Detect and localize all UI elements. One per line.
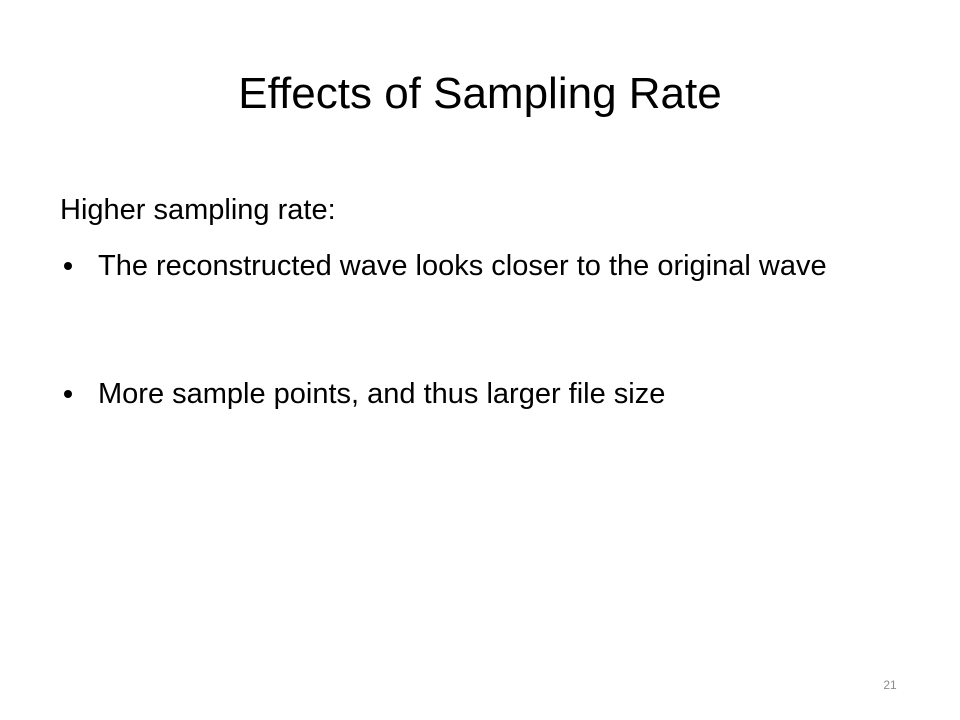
bullet-dot bbox=[64, 390, 72, 398]
bullet-text: More sample points, and thus larger file… bbox=[98, 378, 666, 410]
bullet-dot bbox=[64, 262, 72, 270]
slide-number: 21 bbox=[883, 678, 897, 692]
bullet-item: The reconstructed wave looks closer to t… bbox=[60, 244, 828, 288]
intro-text: Higher sampling rate: bbox=[60, 194, 336, 226]
slide-title: Effects of Sampling Rate bbox=[238, 69, 722, 118]
bullet-text: The reconstructed wave looks closer to t… bbox=[98, 250, 827, 282]
bullet-item: More sample points, and thus larger file… bbox=[60, 372, 828, 416]
bullet-list: The reconstructed wave looks closer to t… bbox=[60, 244, 860, 500]
